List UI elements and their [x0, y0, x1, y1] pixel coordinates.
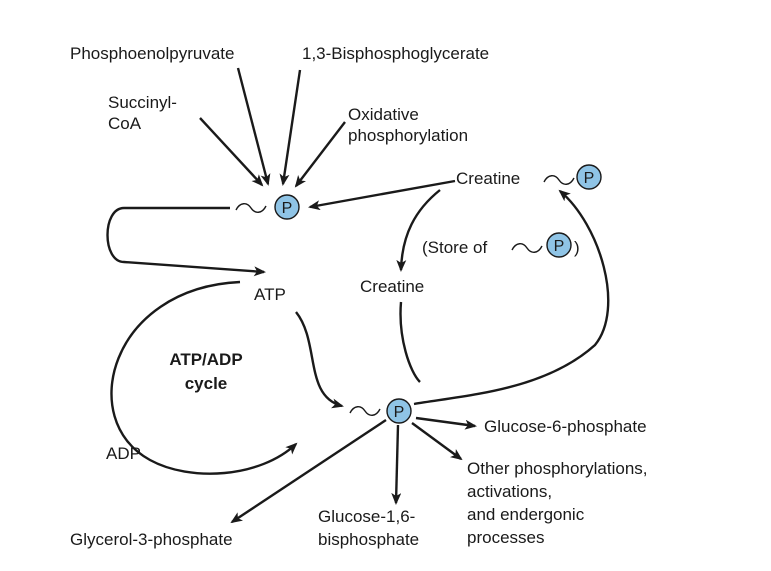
- atp-label: ATP: [254, 285, 286, 304]
- succinyl-coa-label-line1: Succinyl-: [108, 93, 177, 112]
- cycle-arc-left: [110, 280, 298, 475]
- oxidative-phosphorylation-label-line2: phosphorylation: [348, 126, 468, 145]
- succinyl-coa-label-line2: CoA: [108, 114, 142, 133]
- phosphate-symbol: P: [584, 170, 595, 187]
- oxidative-phosphorylation-label-line1: Oxidative: [348, 105, 419, 124]
- arrow-p-to-creatine-phosphate: [413, 189, 610, 406]
- glucose-6-phosphate-label: Glucose-6-phosphate: [484, 417, 647, 436]
- phosphate-icon: [274, 194, 300, 220]
- phosphate-symbol: P: [394, 404, 405, 421]
- creatine-label: Creatine: [360, 277, 424, 296]
- cycle-label-line1: ATP/ADP: [169, 350, 242, 369]
- tilde-icon: [235, 203, 267, 213]
- adp-label: ADP: [106, 444, 141, 463]
- tilde-icon: [543, 175, 575, 185]
- high-energy-phosphate-top: P: [235, 194, 300, 220]
- arrow-creatine-phosphate-to-creatine: [396, 189, 441, 272]
- other-processes-label-line3: and endergonic: [467, 505, 585, 524]
- creatine-phosphate-label: Creatine: [456, 169, 520, 188]
- store-of-label: (Store of: [422, 238, 487, 257]
- arrow-phosphoenolpyruvate: [236, 67, 271, 186]
- phosphoenolpyruvate-label: Phosphoenolpyruvate: [70, 44, 234, 63]
- arrow-to-glycerol-3-phosphate: [230, 418, 387, 524]
- arrow-succinyl-coa: [199, 117, 264, 187]
- arrow-oxidative-phosphorylation: [294, 121, 346, 188]
- phosphate-symbol: P: [554, 238, 565, 255]
- glycerol-3-phosphate-label: Glycerol-3-phosphate: [70, 530, 233, 549]
- phosphate-symbol: P: [282, 200, 293, 217]
- phosphate-icon: [386, 398, 412, 424]
- other-processes-label-line4: processes: [467, 528, 544, 547]
- cycle-label-line2: cycle: [185, 374, 228, 393]
- high-energy-phosphate-bottom: P: [349, 398, 412, 424]
- other-processes-label-line1: Other phosphorylations,: [467, 459, 648, 478]
- high-energy-phosphate-store: P: [511, 232, 572, 258]
- phosphate-icon: [546, 232, 572, 258]
- high-energy-phosphate-creatine: P: [543, 164, 602, 190]
- glucose-1-6-bisphosphate-label-line1: Glucose-1,6-: [318, 507, 415, 526]
- arrow-to-glucose-1-6-bisphosphate: [391, 424, 402, 505]
- tilde-icon: [349, 406, 381, 416]
- tilde-icon: [511, 243, 543, 253]
- creatine-loop-bottom: [399, 301, 421, 383]
- glucose-1-6-bisphosphate-label-line2: bisphosphate: [318, 530, 419, 549]
- other-processes-label-line2: activations,: [467, 482, 552, 501]
- arrow-to-other-processes: [411, 422, 463, 461]
- bisphosphoglycerate-label: 1,3-Bisphosphoglycerate: [302, 44, 489, 63]
- arrow-bisphosphoglycerate: [279, 69, 302, 186]
- arrow-to-glucose-6-phosphate: [415, 416, 477, 430]
- arrow-creatine-phosphate-to-p: [308, 179, 456, 211]
- path-p-to-atp: [106, 206, 266, 277]
- arrow-atp-to-p: [295, 311, 344, 409]
- store-close-paren: ): [574, 238, 580, 257]
- phosphate-icon: [576, 164, 602, 190]
